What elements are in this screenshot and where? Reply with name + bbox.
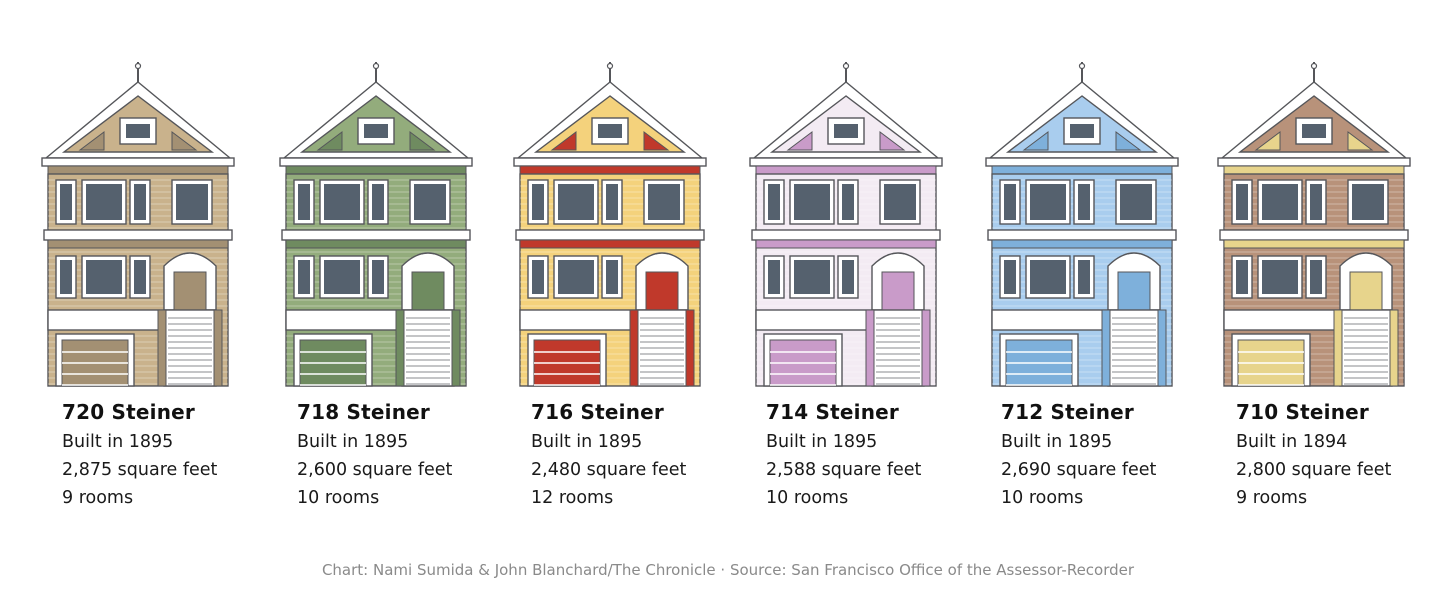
square-footage: 2,800 square feet (1236, 460, 1392, 480)
house-name: 710 Steiner (1236, 400, 1369, 424)
built-year: Built in 1895 (531, 432, 643, 452)
house-name: 720 Steiner (62, 400, 195, 424)
room-count: 10 rooms (1001, 488, 1084, 508)
chart-credit: Chart: Nami Sumida & John Blanchard/The … (321, 561, 1135, 579)
victorian-house-drawing (279, 62, 473, 387)
room-count: 10 rooms (297, 488, 380, 508)
house-name: 716 Steiner (531, 400, 664, 424)
house-illustration (276, 60, 476, 390)
built-year: Built in 1894 (1236, 432, 1348, 452)
built-year: Built in 1895 (766, 432, 878, 452)
built-year: Built in 1895 (1001, 432, 1113, 452)
house-illustration (982, 60, 1182, 390)
house-caption: 716 Steiner Built in 1895 2,480 square fee… (531, 400, 751, 516)
house-caption: 712 Steiner Built in 1895 2,690 square fee… (1001, 400, 1221, 516)
house-illustration (510, 60, 710, 390)
victorian-house-drawing (41, 62, 235, 387)
victorian-house-drawing (513, 62, 707, 387)
room-count: 9 rooms (62, 488, 134, 508)
square-footage: 2,588 square feet (766, 460, 922, 480)
room-count: 10 rooms (766, 488, 849, 508)
square-footage: 2,690 square feet (1001, 460, 1157, 480)
square-footage: 2,875 square feet (62, 460, 218, 480)
room-count: 12 rooms (531, 488, 614, 508)
house-caption: 720 Steiner Built in 1895 2,875 square fee… (62, 400, 282, 516)
house-caption: 710 Steiner Built in 1894 2,800 square fee… (1236, 400, 1456, 516)
house-caption: 718 Steiner Built in 1895 2,600 square fee… (297, 400, 517, 516)
house-name: 714 Steiner (766, 400, 899, 424)
built-year: Built in 1895 (62, 432, 174, 452)
room-count: 9 rooms (1236, 488, 1308, 508)
house-name: 712 Steiner (1001, 400, 1134, 424)
house-name: 718 Steiner (297, 400, 430, 424)
house-illustration (1214, 60, 1414, 390)
house-caption: 714 Steiner Built in 1895 2,588 square fee… (766, 400, 986, 516)
house-illustration (38, 60, 238, 390)
victorian-house-drawing (749, 62, 943, 387)
house-illustration (746, 60, 946, 390)
victorian-house-drawing (1217, 62, 1411, 387)
square-footage: 2,600 square feet (297, 460, 453, 480)
built-year: Built in 1895 (297, 432, 409, 452)
square-footage: 2,480 square feet (531, 460, 687, 480)
victorian-house-drawing (985, 62, 1179, 387)
